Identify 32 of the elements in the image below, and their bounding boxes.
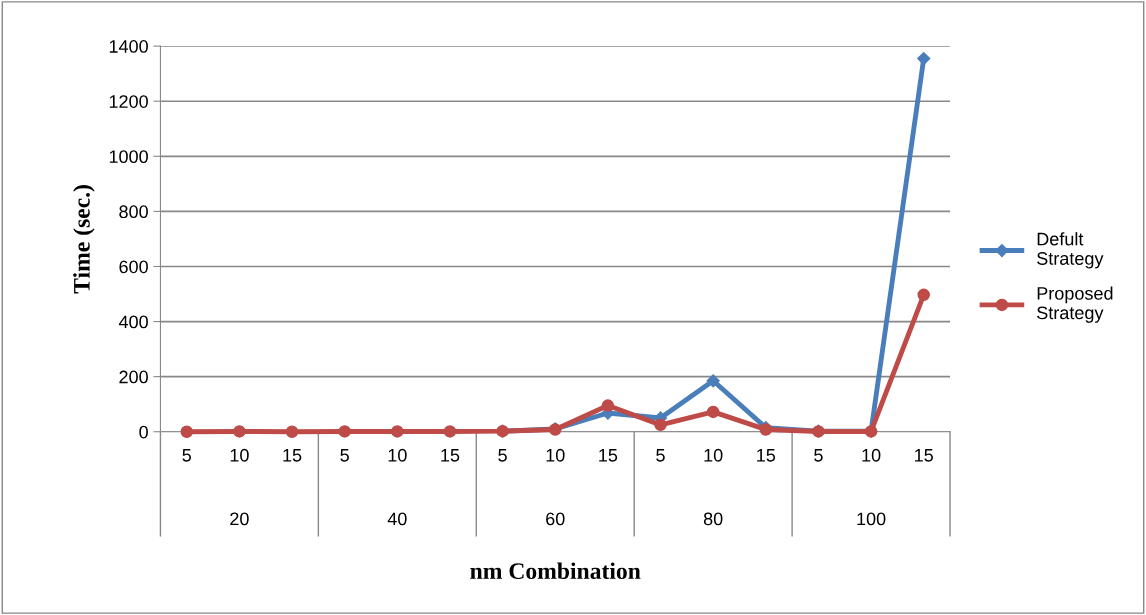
- legend-label: Proposed Strategy: [1037, 286, 1113, 323]
- x-tick-label: 15: [599, 449, 618, 462]
- y-tick-label: 0: [139, 425, 148, 439]
- x-tick-label: 5: [182, 449, 192, 462]
- text: 80: [703, 512, 723, 526]
- y-tick-label: 600: [119, 260, 148, 274]
- x-axis-title: nm Combination: [470, 562, 641, 580]
- x-tick-label: 15: [283, 449, 302, 462]
- x-tick-label: 5: [498, 449, 507, 462]
- x-tick-label: 10: [388, 448, 407, 462]
- x-tick-label: 10: [704, 448, 723, 462]
- y-tick-label: 200: [119, 370, 148, 384]
- x-tick-label: 15: [915, 449, 933, 462]
- x-tick-label: 10: [862, 448, 881, 462]
- x-tick-label: 15: [757, 449, 776, 462]
- x-tick-label: 5: [814, 449, 823, 462]
- text: 100: [857, 512, 886, 526]
- y-tick-label: 1000: [109, 150, 148, 164]
- y-tick-label: 800: [119, 205, 148, 219]
- x-tick-label: 5: [340, 449, 349, 462]
- y-axis-title: Time (sec.): [73, 185, 95, 294]
- x-tick-label: 15: [441, 449, 460, 462]
- x-tick-label: 5: [656, 449, 665, 462]
- y-tick-label: 1200: [109, 95, 148, 108]
- text: 20: [230, 512, 249, 526]
- x-tick-label: 10: [230, 448, 249, 462]
- text: 60: [546, 512, 565, 526]
- x-tick-label: 10: [546, 448, 565, 462]
- y-tick-label: 1400: [109, 40, 148, 53]
- legend-label: Defult Strategy: [1037, 232, 1104, 269]
- y-tick-label: 400: [118, 315, 148, 329]
- text: 40: [387, 512, 407, 526]
